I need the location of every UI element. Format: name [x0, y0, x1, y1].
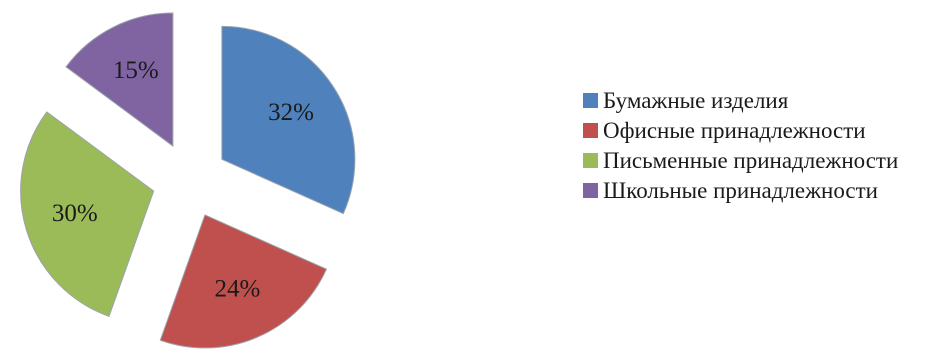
pie-label-paper: 32%: [268, 99, 314, 126]
pie-slice-office: [159, 214, 328, 349]
chart-legend: Бумажные изделия Офисные принадлежности …: [583, 86, 945, 206]
legend-swatch-office: [583, 123, 598, 138]
pie-slice-paper: [221, 25, 356, 215]
legend-label-school: Школьные принадлежности: [603, 178, 878, 203]
legend-swatch-school: [583, 183, 598, 198]
legend-item-writing: Письменные принадлежности: [583, 146, 945, 176]
legend-label-writing: Письменные принадлежности: [603, 148, 899, 173]
legend-swatch-paper: [583, 93, 598, 108]
legend-label-office: Офисные принадлежности: [603, 118, 866, 143]
pie-label-school: 15%: [113, 57, 159, 84]
pie-slice-writing: [20, 111, 155, 317]
legend-item-office: Офисные принадлежности: [583, 116, 945, 146]
pie-slice-school: [65, 12, 174, 148]
pie-label-office: 24%: [214, 275, 260, 302]
legend-item-school: Школьные принадлежности: [583, 176, 945, 206]
legend-swatch-writing: [583, 153, 598, 168]
legend-label-paper: Бумажные изделия: [603, 88, 789, 113]
legend-item-paper: Бумажные изделия: [583, 86, 945, 116]
pie-label-writing: 30%: [52, 200, 98, 227]
